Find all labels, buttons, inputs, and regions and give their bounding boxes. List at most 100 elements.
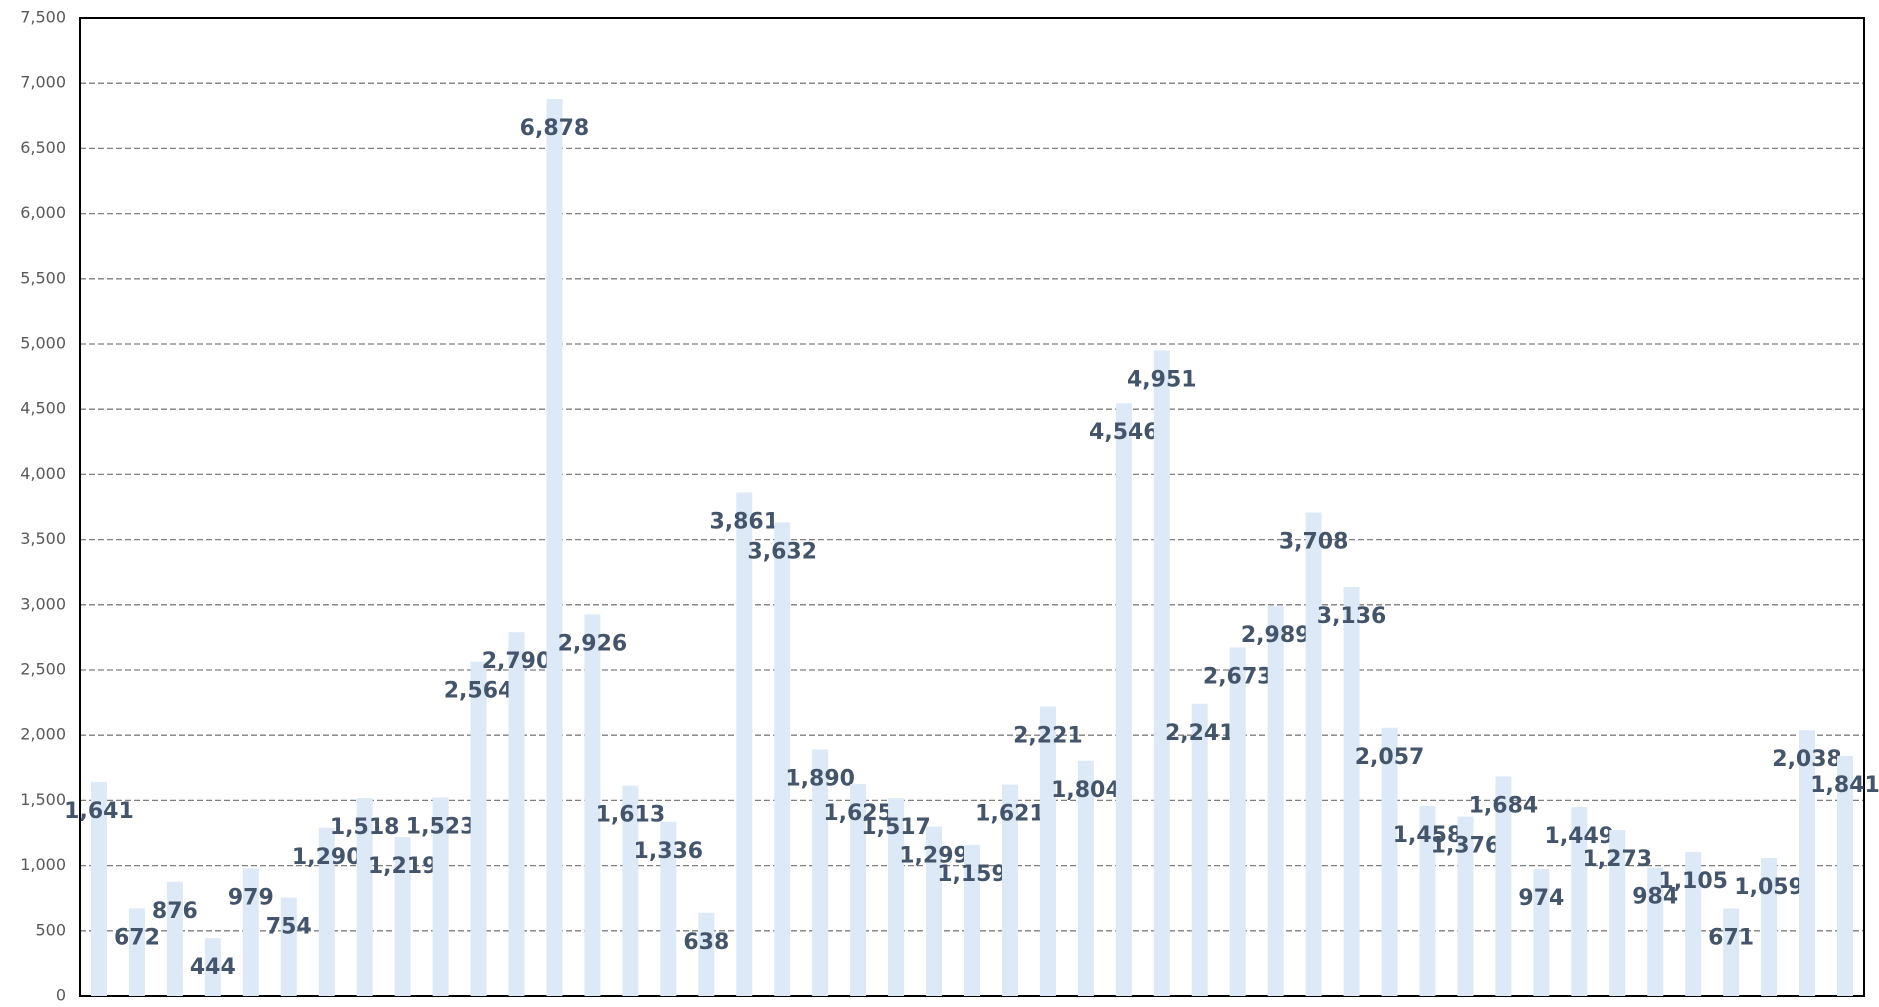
y-tick-label: 2,000 [20, 725, 66, 744]
bar [1495, 776, 1512, 996]
data-label: 638 [683, 930, 729, 955]
bar [1305, 512, 1322, 996]
bar [204, 938, 221, 996]
y-tick-label: 1,500 [20, 790, 66, 809]
bar [1267, 606, 1284, 996]
y-tick-label: 7,000 [20, 73, 66, 92]
data-label: 1,219 [368, 854, 438, 879]
y-tick-label: 4,500 [20, 399, 66, 418]
bar [698, 912, 715, 996]
data-label: 1,518 [330, 815, 400, 840]
bar [1153, 350, 1170, 996]
data-label: 2,057 [1355, 745, 1425, 770]
bar [1457, 816, 1474, 996]
data-label: 3,708 [1279, 529, 1349, 554]
bar [774, 522, 791, 996]
data-label: 1,890 [785, 767, 855, 792]
bar [1381, 727, 1398, 996]
data-label: 876 [152, 899, 198, 924]
data-label: 2,564 [444, 679, 514, 704]
bar [166, 881, 183, 996]
bar [1609, 830, 1626, 996]
y-tick-label: 4,000 [20, 464, 66, 483]
y-tick-label: 6,500 [20, 138, 66, 157]
bar [1533, 868, 1550, 996]
data-label: 4,951 [1127, 367, 1197, 392]
bar [432, 797, 449, 996]
data-label: 1,841 [1810, 773, 1879, 798]
bar [1799, 730, 1816, 996]
data-label: 1,290 [292, 845, 362, 870]
y-tick-label: 7,500 [20, 8, 66, 27]
data-label: 6,878 [520, 116, 590, 141]
bar [394, 837, 411, 996]
data-label: 979 [228, 885, 274, 910]
bar [888, 798, 905, 996]
data-label: 754 [266, 915, 312, 940]
bar [964, 844, 980, 996]
bar [1761, 857, 1778, 996]
y-tick-label: 6,000 [20, 203, 66, 222]
data-label: 672 [114, 925, 160, 950]
data-label: 1,641 [64, 799, 134, 824]
data-label: 1,458 [1393, 823, 1463, 848]
bar [318, 827, 335, 996]
y-tick-label: 500 [35, 920, 66, 939]
data-label: 1,449 [1545, 824, 1615, 849]
data-label: 1,336 [634, 839, 704, 864]
data-label: 1,159 [937, 862, 1007, 887]
bar [90, 782, 107, 996]
data-label: 1,517 [861, 815, 931, 840]
data-label: 1,523 [406, 814, 476, 839]
bar [1001, 784, 1018, 996]
data-label: 3,632 [747, 539, 817, 564]
data-label: 444 [190, 955, 236, 980]
data-label: 974 [1518, 886, 1564, 911]
bar [1191, 703, 1208, 996]
data-label: 1,621 [975, 802, 1045, 827]
bar [1229, 647, 1246, 996]
data-label: 1,273 [1582, 847, 1652, 872]
bar [1571, 807, 1588, 996]
data-label: 2,221 [1013, 723, 1083, 748]
data-label: 984 [1632, 885, 1678, 910]
bar [850, 784, 867, 996]
bar [812, 749, 829, 996]
data-label: 3,136 [1317, 604, 1387, 629]
data-label: 2,790 [482, 649, 552, 674]
y-tick-label: 1,000 [20, 855, 66, 874]
bar [470, 661, 487, 996]
y-tick-label: 3,000 [20, 594, 66, 613]
y-tick-label: 3,500 [20, 529, 66, 548]
y-tick-label: 5,500 [20, 268, 66, 287]
bar [242, 868, 259, 996]
data-label: 1,105 [1658, 869, 1728, 894]
y-tick-label: 2,500 [20, 660, 66, 679]
bar [546, 99, 563, 996]
data-label: 1,613 [596, 803, 666, 828]
bar [660, 821, 677, 996]
bar [128, 908, 145, 996]
bar [622, 785, 639, 996]
data-label: 1,299 [899, 844, 969, 869]
bar [1685, 851, 1702, 996]
bar [1419, 805, 1436, 996]
data-label: 671 [1708, 926, 1754, 951]
bar [1343, 587, 1360, 996]
bar [1837, 755, 1854, 996]
bar [926, 826, 943, 996]
data-label: 2,673 [1203, 664, 1273, 689]
bar [356, 798, 373, 996]
data-label: 1,059 [1734, 875, 1804, 900]
bar [1647, 867, 1664, 996]
bar [1039, 706, 1056, 996]
bar [1723, 908, 1740, 996]
bar [280, 897, 297, 996]
data-label: 1,684 [1469, 793, 1539, 818]
bar [508, 632, 525, 996]
data-label: 4,546 [1089, 420, 1159, 445]
bar [1077, 760, 1094, 996]
data-label: 1,804 [1051, 778, 1121, 803]
